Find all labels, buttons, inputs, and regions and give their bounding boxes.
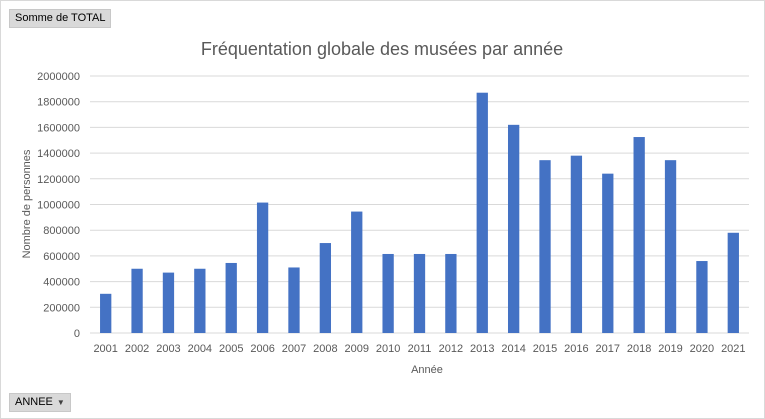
x-tick-label: 2006	[250, 343, 274, 355]
x-tick-label: 2011	[408, 343, 432, 355]
x-tick-label: 2008	[313, 343, 337, 355]
x-tick-label: 2002	[125, 343, 149, 355]
bar-2007[interactable]	[288, 267, 300, 333]
x-tick-label: 2013	[470, 343, 494, 355]
y-tick-label: 1600000	[37, 122, 80, 134]
bar-2021[interactable]	[727, 232, 739, 333]
bar-2018[interactable]	[633, 137, 645, 333]
x-tick-label: 2020	[690, 343, 714, 355]
y-axis-title: Nombre de personnes	[21, 149, 33, 258]
bars	[100, 92, 739, 333]
triangle-down-icon[interactable]: ▼	[56, 397, 65, 407]
y-axis-ticks: 0 200000 400000 600000 800000 1000000 1200000 1…	[37, 71, 80, 340]
y-tick-label: 1800000	[37, 97, 80, 109]
x-tick-label: 2014	[501, 343, 525, 355]
x-tick-label: 2009	[344, 343, 368, 355]
x-tick-label: 2012	[439, 343, 463, 355]
x-tick-label: 2005	[219, 343, 243, 355]
y-tick-label: 0	[74, 328, 80, 340]
bar-2019[interactable]	[664, 160, 677, 333]
x-tick-label: 2007	[282, 343, 306, 355]
bar-2002[interactable]	[131, 268, 143, 333]
x-tick-label: 2021	[721, 343, 745, 355]
axis-field-label: ANNEE	[15, 396, 53, 408]
y-tick-label: 1000000	[37, 200, 80, 212]
x-axis-ticks: 2001 2002 2003 2004 2005 2006 2007 2008 2009 2010…	[93, 343, 745, 355]
bar-2006[interactable]	[256, 202, 269, 333]
bar-2004[interactable]	[194, 268, 206, 333]
bar-2020[interactable]	[696, 261, 708, 333]
bar-2013[interactable]	[476, 92, 488, 333]
bar-2008[interactable]	[319, 243, 332, 333]
y-tick-label: 800000	[43, 225, 80, 237]
x-tick-label: 2003	[156, 343, 180, 355]
x-tick-label: 2015	[533, 343, 557, 355]
bar-2003[interactable]	[162, 272, 175, 333]
x-tick-label: 2016	[564, 343, 588, 355]
y-tick-label: 1400000	[37, 148, 80, 160]
bar-2001[interactable]	[100, 293, 112, 333]
bar-2017[interactable]	[602, 173, 614, 333]
axis-field-button[interactable]: ANNEE ▼	[9, 393, 71, 412]
chart-title: Fréquentation globale des musées par ann…	[201, 39, 563, 59]
y-tick-label: 400000	[43, 277, 80, 289]
y-tick-label: 2000000	[37, 71, 80, 83]
bar-2009[interactable]	[351, 211, 363, 333]
x-tick-label: 2001	[93, 343, 117, 355]
x-tick-label: 2018	[627, 343, 651, 355]
x-axis-title: Année	[411, 364, 443, 376]
bar-2016[interactable]	[570, 155, 583, 333]
y-tick-label: 200000	[43, 302, 80, 314]
bar-2012[interactable]	[445, 253, 457, 333]
x-tick-label: 2019	[658, 343, 682, 355]
bar-2010[interactable]	[382, 253, 394, 333]
bar-2011[interactable]	[413, 253, 426, 333]
x-tick-label: 2017	[596, 343, 620, 355]
y-tick-label: 600000	[43, 251, 80, 263]
y-tick-label: 1200000	[37, 174, 80, 186]
bar-2014[interactable]	[507, 124, 520, 333]
x-tick-label: 2004	[188, 343, 212, 355]
value-field-label: Somme de TOTAL	[15, 12, 106, 24]
bar-2005[interactable]	[225, 262, 237, 333]
value-field-button[interactable]: Somme de TOTAL	[9, 9, 112, 28]
bar-2015[interactable]	[539, 160, 551, 333]
x-tick-label: 2010	[376, 343, 400, 355]
